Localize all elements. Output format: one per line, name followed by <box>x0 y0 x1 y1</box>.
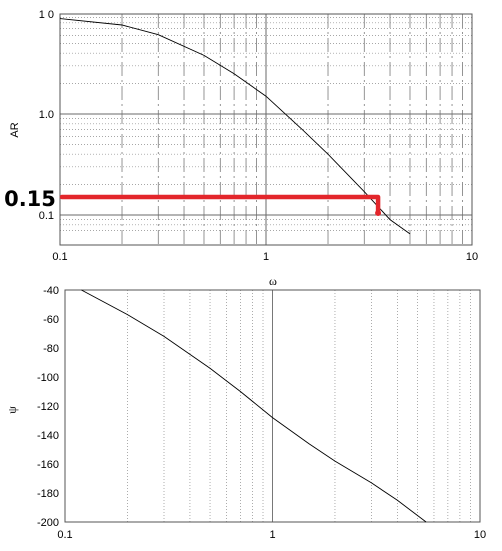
ar-series-line <box>59 18 411 235</box>
phase-chart: 0.1 1 10 -40 -60 -80 -100 -120 -140 -160 -180 -200 ω… <box>5 274 486 541</box>
ar-x-tick-label: 1 <box>263 251 269 263</box>
phase-x-tick-label: 10 <box>474 529 486 541</box>
phase-y-tick-label: -100 <box>37 372 59 384</box>
phase-y-tick-label: -200 <box>37 517 59 529</box>
phase-y-axis-label: ψ <box>5 406 19 414</box>
phase-series-line <box>81 289 427 523</box>
phase-x-tick-label: 1 <box>269 529 275 541</box>
phase-y-tick-label: -60 <box>43 314 59 326</box>
ar-annotation-dot <box>375 210 382 216</box>
phase-y-tick-label: -180 <box>37 488 59 500</box>
ar-frame <box>59 13 473 246</box>
ar-x-tick-label: 10 <box>466 251 478 263</box>
phase-y-tick-label: -160 <box>37 459 59 471</box>
phase-y-tick-label: -140 <box>37 430 59 442</box>
phase-frame <box>64 289 481 523</box>
ar-y-tick-label: 0.1 <box>39 210 54 222</box>
ar-y-tick-label: 1.0 <box>39 109 54 121</box>
phase-x-tick-label: 0.1 <box>57 529 72 541</box>
phase-x-axis-label: ω <box>269 274 277 288</box>
ar-annotation-label: 0.15 <box>4 187 56 211</box>
ar-y-tick-label: 1 0 <box>39 9 54 21</box>
ar-annotation-line <box>59 194 381 216</box>
ar-chart: 0.1 1 10 0.1 1.0 1 0 AR 0.15 <box>4 9 478 263</box>
phase-y-tick-label: -80 <box>43 343 59 355</box>
ar-y-axis-label: AR <box>9 122 21 137</box>
phase-y-tick-label: -40 <box>43 285 59 297</box>
phase-y-tick-label: -120 <box>37 401 59 413</box>
ar-x-tick-label: 0.1 <box>52 251 67 263</box>
